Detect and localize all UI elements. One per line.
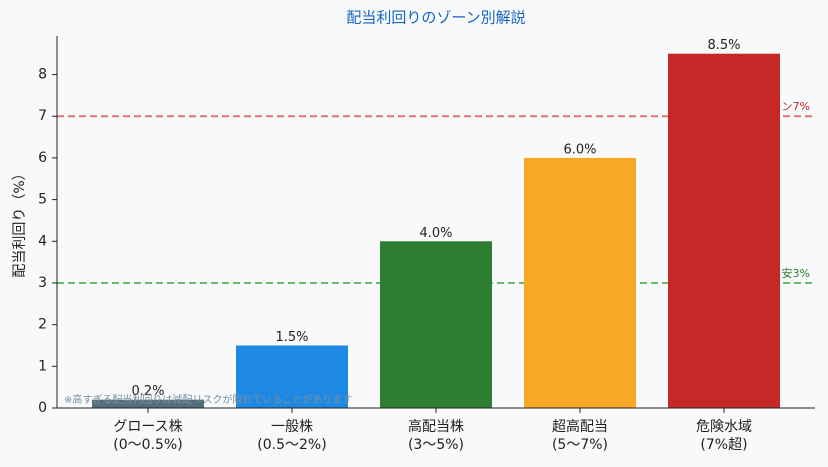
value-label: 4.0% <box>419 226 452 241</box>
y-tick-label: 3 <box>38 275 47 291</box>
bar <box>668 53 780 408</box>
y-tick-label: 0 <box>38 400 47 416</box>
y-tick-label: 2 <box>38 317 47 333</box>
value-label: 8.5% <box>707 38 740 53</box>
bar <box>524 157 636 408</box>
x-tick-label: 一般株 (0.5〜2%) <box>257 419 327 453</box>
value-label: 0.2% <box>131 384 164 399</box>
x-tick-label: 危険水域 (7%超) <box>696 419 752 453</box>
x-tick-label: 高配当株 (3〜5%) <box>407 419 465 453</box>
y-tick-label: 6 <box>38 150 47 166</box>
y-tick-label: 5 <box>38 192 47 208</box>
bar <box>236 345 348 408</box>
x-tick-label: グロース株 (0〜0.5%) <box>113 419 183 453</box>
value-label: 1.5% <box>275 330 308 345</box>
value-label: 6.0% <box>563 142 596 157</box>
y-tick-label: 4 <box>38 233 47 249</box>
y-axis-label: 配当利回り（%） <box>12 166 28 277</box>
chart-title: 配当利回りのゾーン別解説 <box>346 9 525 27</box>
footnote: ※高すぎる配当利回りは減配リスクが隠れていることがあります <box>64 393 352 406</box>
y-tick-label: 7 <box>38 108 47 124</box>
x-tick-label: 超高配当 (5〜7%) <box>551 419 609 453</box>
bar <box>92 399 204 408</box>
y-tick-label: 8 <box>38 67 47 83</box>
y-tick-label: 1 <box>38 358 47 374</box>
bar <box>380 241 492 408</box>
